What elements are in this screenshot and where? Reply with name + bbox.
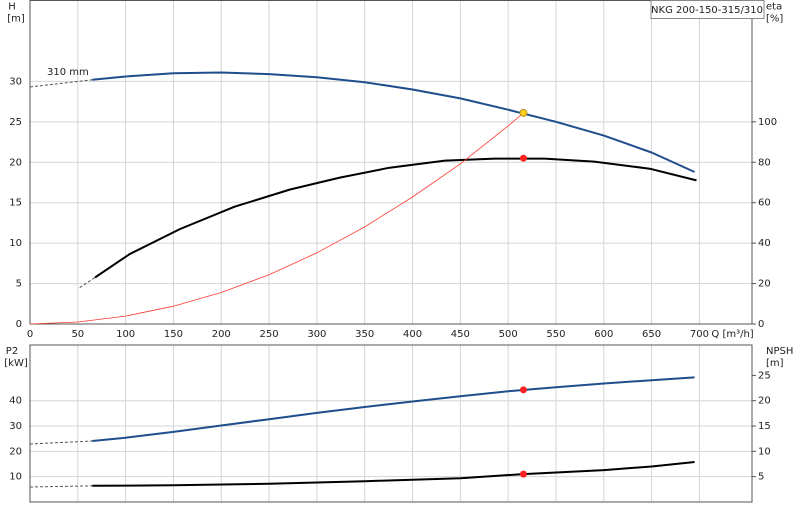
x-tick-label: 550 [546, 329, 565, 340]
curve-annotation: 310 mm [47, 67, 89, 78]
curve [29, 79, 93, 88]
x-tick-label: 250 [260, 329, 279, 340]
y-tick-label: 30 [9, 76, 22, 87]
y2-tick-label: 10 [758, 446, 771, 457]
y-axis-label: P2 [6, 346, 18, 357]
duty-point [519, 386, 527, 394]
y2-axis-unit: [%] [766, 14, 783, 25]
curve [94, 157, 697, 279]
y2-tick-label: 40 [758, 238, 771, 249]
y2-tick-label: 60 [758, 198, 771, 209]
x-tick-label: 150 [164, 329, 183, 340]
y-axis-label: H [8, 2, 16, 13]
y2-tick-label: 15 [758, 421, 771, 432]
x-tick-label: 400 [403, 329, 422, 340]
y2-tick-label: 80 [758, 157, 771, 168]
x-axis-label: Q [m³/h] [711, 329, 753, 340]
x-tick-label: 300 [307, 329, 326, 340]
y-axis-unit: [kW] [4, 358, 28, 369]
x-tick-label: 50 [71, 329, 84, 340]
y-tick-label: 40 [9, 396, 22, 407]
y2-tick-label: 5 [758, 472, 764, 483]
y2-tick-label: 100 [758, 117, 777, 128]
y-tick-label: 15 [9, 198, 22, 209]
duty-point [519, 154, 527, 162]
curve [92, 71, 696, 173]
title-box [650, 0, 765, 19]
y2-axis-label: NPSH [766, 346, 793, 357]
y-tick-label: 20 [9, 446, 22, 457]
x-tick-label: 0 [27, 329, 33, 340]
y-axis-unit: [m] [7, 14, 25, 25]
y-tick-label: 5 [16, 279, 22, 290]
duty-point [519, 470, 527, 478]
y2-tick-label: 25 [758, 370, 771, 381]
plot-frame [29, 344, 753, 503]
curve [92, 376, 695, 442]
curve [92, 461, 695, 487]
y2-tick-label: 20 [758, 396, 771, 407]
x-tick-label: 600 [594, 329, 613, 340]
y2-axis-label: eta [766, 2, 782, 13]
y-tick-label: 10 [9, 472, 22, 483]
duty-point [519, 109, 528, 117]
curve [29, 112, 524, 325]
y2-axis-unit: [m] [766, 358, 784, 369]
y-tick-label: 10 [9, 238, 22, 249]
y2-tick-label: 20 [758, 279, 771, 290]
chart-title: NKG 200-150-315/310 [651, 5, 763, 16]
plot-frame [29, 0, 753, 325]
curve [29, 440, 93, 445]
x-tick-label: 450 [451, 329, 470, 340]
x-tick-label: 100 [116, 329, 135, 340]
y-tick-label: 30 [9, 421, 22, 432]
x-tick-label: 700 [690, 329, 709, 340]
y2-tick-label: 0 [758, 319, 764, 330]
y-tick-label: 20 [9, 157, 22, 168]
y-tick-label: 25 [9, 117, 22, 128]
x-tick-label: 350 [355, 329, 374, 340]
curve [79, 277, 96, 289]
y-tick-label: 0 [16, 319, 22, 330]
x-tick-label: 500 [499, 329, 518, 340]
x-tick-label: 200 [212, 329, 231, 340]
x-tick-label: 650 [642, 329, 661, 340]
curve [29, 485, 93, 488]
